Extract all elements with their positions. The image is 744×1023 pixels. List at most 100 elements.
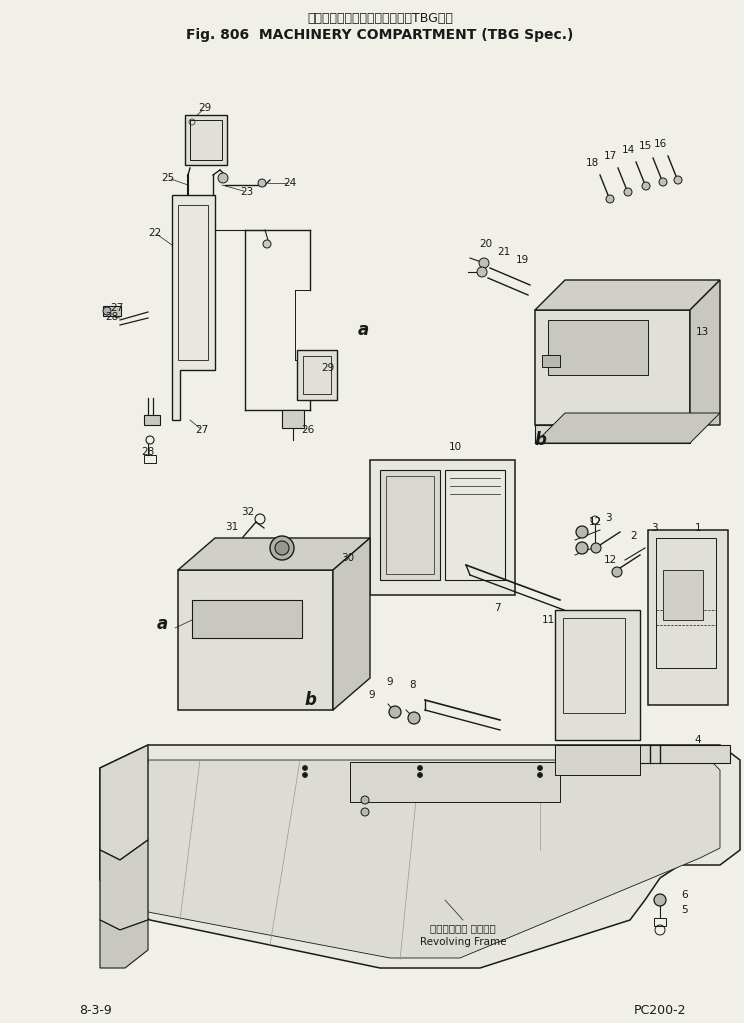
Circle shape [389,706,401,718]
Text: 27: 27 [110,303,124,313]
Bar [555,610,640,740]
Text: 31: 31 [225,522,239,532]
Text: 5: 5 [682,905,688,915]
Circle shape [218,173,228,183]
Bar [103,306,121,316]
Circle shape [417,765,423,770]
Text: 25: 25 [161,173,175,183]
Bar [185,115,227,165]
Bar [386,476,434,574]
Bar [535,310,690,425]
Bar [192,601,302,638]
Circle shape [654,894,666,906]
Bar [445,470,505,580]
Polygon shape [140,760,720,958]
Polygon shape [535,280,720,310]
Circle shape [103,307,111,315]
Circle shape [624,188,632,196]
Polygon shape [100,745,148,860]
Text: 12: 12 [603,555,617,565]
Text: 16: 16 [653,139,667,149]
Circle shape [361,808,369,816]
Circle shape [258,179,266,187]
Text: 26: 26 [301,425,315,435]
Circle shape [361,796,369,804]
Text: マシナリ　コンパートメント　TBG仕様: マシナリ コンパートメント TBG仕様 [307,11,453,25]
Bar [190,120,222,160]
Text: 30: 30 [341,553,355,563]
Circle shape [591,543,601,553]
Text: 10: 10 [449,442,461,452]
Text: 12: 12 [589,517,602,527]
Polygon shape [172,195,215,420]
Text: 11: 11 [542,615,554,625]
Text: 29: 29 [199,103,211,113]
Text: b: b [304,691,316,709]
Bar [563,618,625,713]
Polygon shape [333,538,370,710]
Text: 13: 13 [696,327,708,337]
Text: 3: 3 [651,523,657,533]
Polygon shape [535,413,720,443]
Circle shape [642,182,650,190]
Polygon shape [690,280,720,425]
Circle shape [417,772,423,777]
Bar [548,320,648,375]
Bar [648,530,728,705]
Bar [144,455,156,463]
Text: レボルビング フレーム: レボルビング フレーム [430,923,496,933]
Bar [282,410,304,428]
Text: 28: 28 [106,312,118,322]
Text: 21: 21 [498,247,510,257]
Text: Revolving Frame: Revolving Frame [420,937,506,947]
Polygon shape [100,840,148,930]
Circle shape [537,765,542,770]
Text: 15: 15 [638,141,652,151]
Circle shape [275,541,289,555]
Circle shape [606,195,614,203]
Text: 2: 2 [631,531,638,541]
Text: 28: 28 [141,447,155,457]
Text: 7: 7 [494,603,500,613]
Bar [350,762,560,802]
Bar [178,570,333,710]
Bar [654,918,666,926]
Bar [555,745,730,763]
Text: 32: 32 [241,507,254,517]
Circle shape [674,176,682,184]
Circle shape [479,258,489,268]
Bar [380,470,440,580]
Circle shape [612,567,622,577]
Text: a: a [156,615,167,633]
Text: a: a [357,321,368,339]
Bar [178,205,208,360]
Text: Fig. 806  MACHINERY COMPARTMENT (TBG Spec.): Fig. 806 MACHINERY COMPARTMENT (TBG Spec… [186,28,574,42]
Text: 8-3-9: 8-3-9 [79,1004,112,1017]
Text: 29: 29 [321,363,335,373]
Text: 20: 20 [479,239,493,249]
Circle shape [270,536,294,560]
Bar [542,355,560,367]
Text: 1: 1 [695,523,702,533]
Circle shape [408,712,420,724]
Bar [663,570,703,620]
Circle shape [303,765,307,770]
Text: 27: 27 [196,425,208,435]
Text: 8: 8 [410,680,417,690]
Circle shape [659,178,667,186]
Text: 4: 4 [695,735,702,745]
Bar [370,460,515,595]
Polygon shape [100,920,148,968]
Text: 24: 24 [283,178,297,188]
Circle shape [263,240,271,248]
Text: 19: 19 [516,255,529,265]
Text: 22: 22 [148,228,161,238]
Text: b: b [534,431,546,449]
Text: 17: 17 [603,151,617,161]
Text: 9: 9 [369,690,375,700]
Bar [144,415,160,425]
Text: 18: 18 [586,158,599,168]
Circle shape [576,542,588,554]
Polygon shape [178,538,370,570]
Bar [656,538,716,668]
